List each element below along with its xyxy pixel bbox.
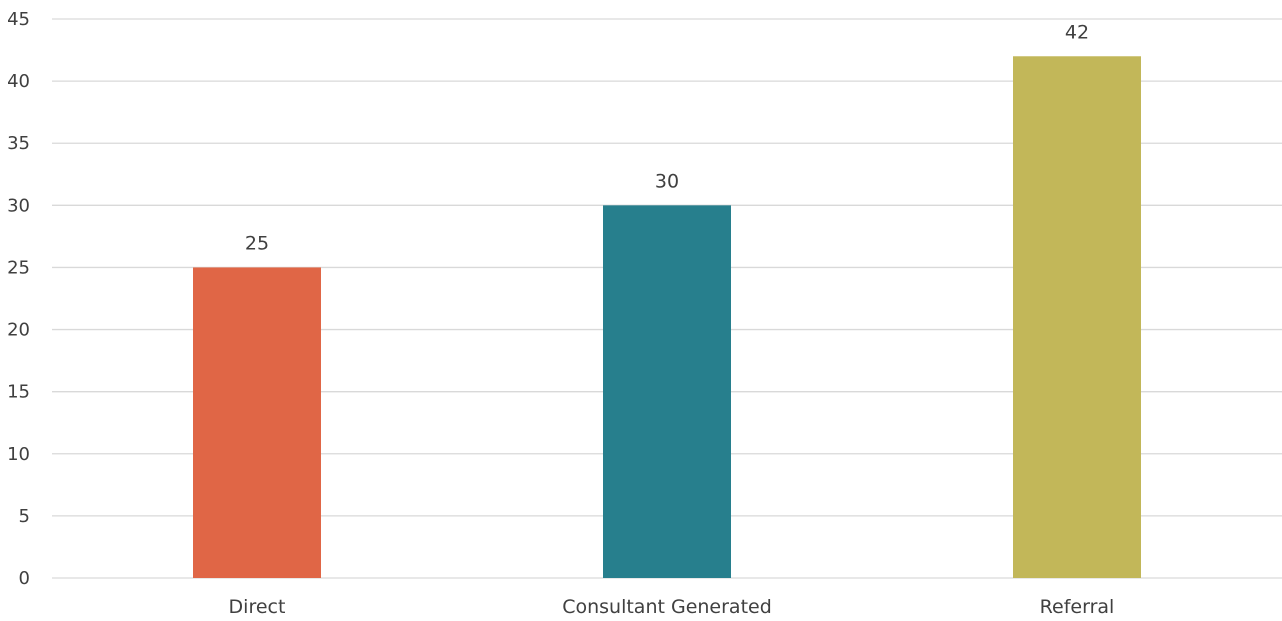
y-tick-label: 40 <box>7 71 30 92</box>
bars <box>193 56 1141 579</box>
data-label: 25 <box>245 232 269 254</box>
y-tick-label: 5 <box>19 506 30 527</box>
y-tick-label: 30 <box>7 195 30 216</box>
x-category-label: Consultant Generated <box>562 596 772 618</box>
y-tick-label: 35 <box>7 133 30 154</box>
data-label: 30 <box>655 170 679 192</box>
x-axis-categories: Direct Consultant Generated Referral <box>229 596 1115 618</box>
y-tick-label: 15 <box>7 382 30 403</box>
y-tick-label: 10 <box>7 444 30 465</box>
bar-direct <box>193 267 321 578</box>
data-labels: 25 30 42 <box>245 21 1089 254</box>
y-tick-label: 45 <box>7 9 30 30</box>
x-category-label: Direct <box>229 596 286 618</box>
bar-referral <box>1013 56 1141 579</box>
y-tick-label: 0 <box>19 568 30 589</box>
y-axis-ticks: 0 5 10 15 20 25 30 35 40 45 <box>7 9 30 589</box>
bar-consultant-generated <box>603 205 731 579</box>
data-label: 42 <box>1065 21 1089 43</box>
y-tick-label: 25 <box>7 257 30 278</box>
x-category-label: Referral <box>1040 596 1115 618</box>
y-tick-label: 20 <box>7 320 30 341</box>
